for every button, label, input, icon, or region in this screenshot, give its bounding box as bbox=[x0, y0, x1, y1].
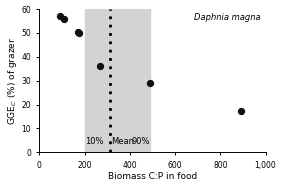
Point bbox=[98, 65, 103, 68]
Point bbox=[58, 15, 62, 18]
Text: Mean: Mean bbox=[111, 137, 134, 146]
Point bbox=[148, 82, 153, 85]
Text: 10%: 10% bbox=[85, 137, 104, 146]
Bar bbox=[85, 9, 150, 152]
Point bbox=[62, 17, 67, 20]
Y-axis label: GGE$_C$ (%) of grazer: GGE$_C$ (%) of grazer bbox=[6, 37, 19, 125]
Point bbox=[239, 109, 243, 112]
X-axis label: Biomass C:P in food: Biomass C:P in food bbox=[108, 172, 197, 181]
Point bbox=[77, 31, 81, 34]
Text: Daphnia magna: Daphnia magna bbox=[194, 13, 261, 22]
Text: 90%: 90% bbox=[131, 137, 149, 146]
Point bbox=[76, 30, 80, 33]
